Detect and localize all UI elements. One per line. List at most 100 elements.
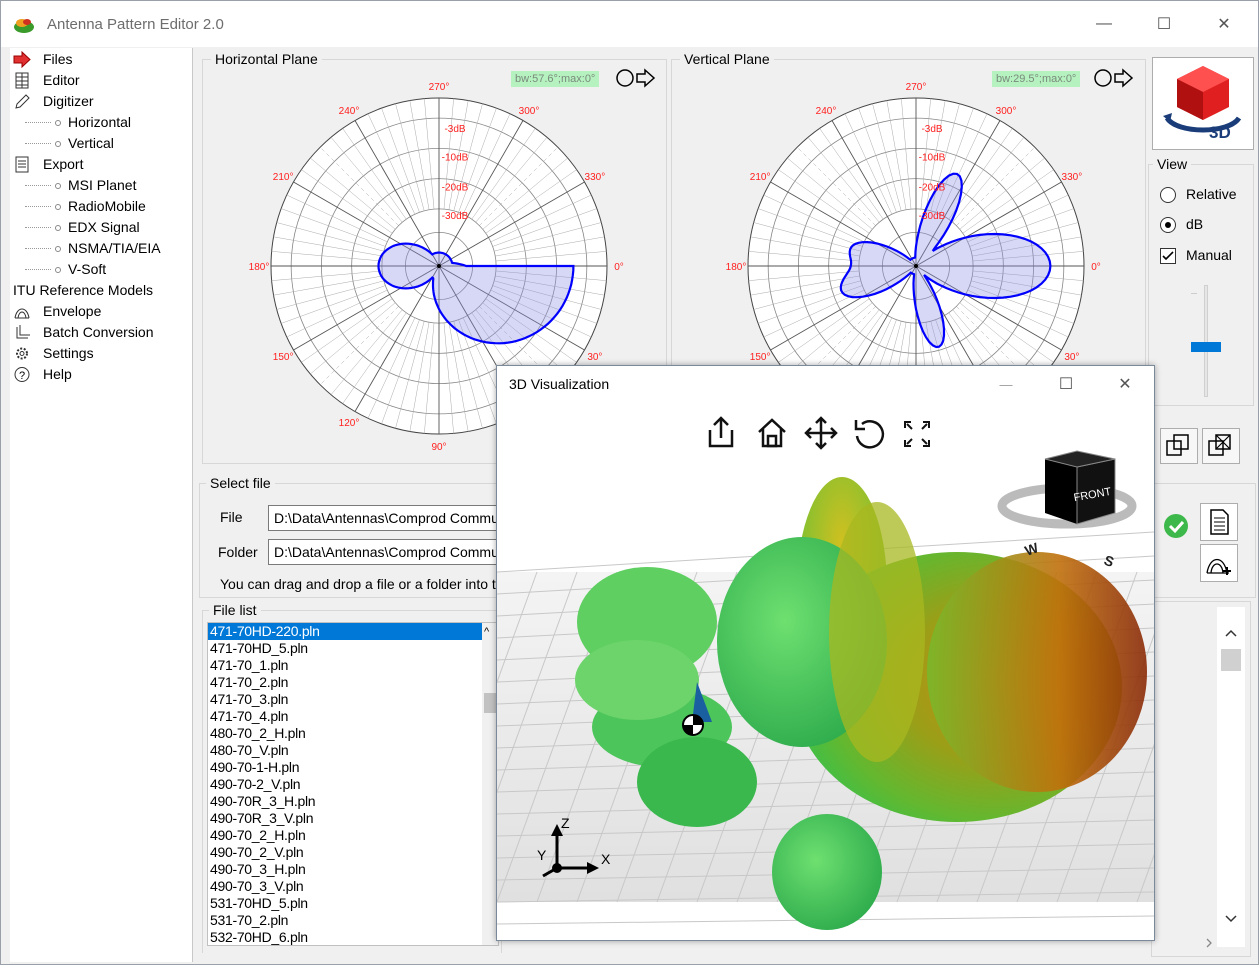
tree-item-v-soft[interactable]: V-Soft (10, 259, 193, 280)
file-list-item[interactable]: 471-70HD-220.pln (208, 623, 482, 640)
polar-spoke (495, 270, 607, 281)
slider-thumb[interactable] (1191, 342, 1221, 352)
tree-item-envelope[interactable]: Envelope (10, 301, 193, 322)
file-list-item[interactable]: 490-70R_3_H.pln (210, 793, 316, 809)
file-path-field[interactable]: D:\Data\Antennas\Comprod Commu (268, 505, 500, 531)
file-list-item[interactable]: 490-70_3_V.pln (210, 878, 304, 894)
tree-item-nsma[interactable]: NSMA/TIA/EIA (10, 238, 193, 259)
polar-spoke (492, 285, 597, 324)
popup-close-button[interactable]: ✕ (1102, 366, 1148, 402)
tree-item-label: Horizontal (68, 114, 132, 130)
pattern-nav-icon[interactable] (1093, 67, 1135, 89)
3d-viewport[interactable]: FRONT W S Z Y X (497, 402, 1154, 940)
share-icon[interactable] (708, 416, 734, 448)
relative-radio[interactable]: Relative (1160, 185, 1250, 205)
fullscreen-icon[interactable] (904, 421, 930, 447)
document-button[interactable] (1200, 503, 1238, 541)
polar-spoke (381, 108, 420, 213)
pattern-nav-icon[interactable] (615, 67, 657, 89)
tree-item-digitizer[interactable]: Digitizer (10, 91, 193, 112)
manual-checkbox[interactable]: Manual (1160, 246, 1250, 266)
list-scrollbar[interactable]: ^ (482, 623, 498, 945)
file-list-item[interactable]: 471-70HD_5.pln (210, 640, 308, 656)
maximize-button[interactable]: ☐ (1141, 1, 1187, 47)
tree-connector (25, 269, 51, 270)
home-icon[interactable] (758, 418, 786, 448)
file-list-item[interactable]: 480-70_2_H.pln (210, 725, 306, 741)
scroll-right-icon[interactable] (1202, 936, 1216, 950)
tree-item-edx-signal[interactable]: EDX Signal (10, 217, 193, 238)
file-listbox[interactable]: 471-70HD-220.pln 471-70HD_5.pln 471-70_1.p… (207, 622, 499, 946)
file-list-item[interactable]: 490-70_2_V.pln (210, 844, 304, 860)
svg-text:3D: 3D (1209, 123, 1231, 142)
scroll-thumb[interactable] (484, 693, 496, 713)
polar-spoke (778, 298, 870, 363)
bullet-icon (55, 246, 61, 252)
file-list-item[interactable]: 471-70_3.pln (210, 691, 289, 707)
file-list-item[interactable]: 471-70_4.pln (210, 708, 289, 724)
polar-spoke (956, 147, 1035, 226)
polar-spoke (273, 236, 383, 257)
tree-item-label: Export (43, 156, 84, 172)
polar-spoke (858, 108, 897, 213)
scroll-down-icon[interactable] (1223, 911, 1239, 927)
file-list-item[interactable]: 532-70HD_6.pln (210, 929, 308, 945)
rotate-icon[interactable] (854, 420, 885, 449)
polar-angle-label: 150° (273, 352, 294, 363)
scale-slider[interactable] (1191, 285, 1221, 397)
polar-spoke (409, 100, 430, 210)
list-icon (15, 156, 29, 173)
tree-item-files[interactable]: Files (10, 49, 193, 70)
tree-item-horizontal[interactable]: Horizontal (10, 112, 193, 133)
close-button[interactable]: ✕ (1201, 1, 1247, 47)
polar-spoke (424, 98, 435, 210)
copy-button[interactable] (1160, 428, 1198, 464)
tree-item-editor[interactable]: Editor (10, 70, 193, 91)
polar-spoke (271, 270, 383, 281)
tree-item-settings[interactable]: Settings (10, 343, 193, 364)
select-file-title: Select file (206, 475, 275, 492)
polar-spoke (758, 285, 863, 324)
file-list-item[interactable]: 490-70-1-H.pln (210, 759, 300, 775)
polar-angle-label: 90° (431, 442, 446, 453)
tree-item-radiomobile[interactable]: RadioMobile (10, 196, 193, 217)
folder-path-field[interactable]: D:\Data\Antennas\Comprod Commu (268, 539, 500, 565)
file-list-item[interactable]: 490-70_2_H.pln (210, 827, 306, 843)
minimize-button[interactable]: — (1081, 1, 1127, 47)
add-envelope-button[interactable] (1200, 544, 1238, 582)
file-list-item[interactable]: 531-70_2.pln (210, 912, 289, 928)
polar-angle-label: 270° (906, 82, 927, 93)
copy-cross-button[interactable] (1202, 428, 1240, 464)
file-list-item[interactable]: 480-70_V.pln (210, 742, 289, 758)
tree-item-batch-conversion[interactable]: Batch Conversion (10, 322, 193, 343)
app-logo-icon (14, 19, 34, 33)
polar-spoke (310, 157, 396, 230)
file-list-item[interactable]: 490-70_3_H.pln (210, 861, 306, 877)
scroll-thumb[interactable] (1221, 649, 1241, 671)
scroll-up-icon[interactable] (1223, 625, 1239, 641)
view-cube[interactable]: FRONT W S (997, 450, 1137, 570)
popup-maximize-button[interactable]: ☐ (1043, 366, 1089, 402)
scroll-up-icon[interactable]: ^ (484, 626, 490, 638)
beamwidth-label: bw:57.6°;max:0° (511, 71, 600, 87)
horizontal-polar-chart[interactable]: 270°300°330°0°30°60°90°120°150°180°210°2… (239, 66, 639, 466)
file-list-item[interactable]: 531-70HD_5.pln (210, 895, 308, 911)
tree-item-export[interactable]: Export (10, 154, 193, 175)
tree-item-label: EDX Signal (68, 219, 140, 235)
file-list-item[interactable]: 490-70-2_V.pln (210, 776, 301, 792)
popup-minimize-button[interactable]: — (983, 366, 1029, 402)
confirm-button[interactable] (1157, 506, 1195, 542)
polar-spoke (475, 137, 548, 223)
file-list-item[interactable]: 490-70R_3_V.pln (210, 810, 314, 826)
tree-item-itu[interactable]: ITU Reference Models (10, 280, 193, 301)
show-3d-button[interactable]: 3D (1152, 57, 1254, 150)
file-list-item[interactable]: 471-70_2.pln (210, 674, 289, 690)
tree-item-help[interactable]: ? Help (10, 364, 193, 385)
file-list-item[interactable]: 471-70_1.pln (210, 657, 289, 673)
tree-item-msi-planet[interactable]: MSI Planet (10, 175, 193, 196)
tree-item-vertical[interactable]: Vertical (10, 133, 193, 154)
pan-icon[interactable] (804, 416, 838, 450)
db-radio[interactable]: dB (1160, 215, 1250, 235)
polar-spoke (831, 120, 917, 267)
polar-spoke (330, 309, 403, 395)
